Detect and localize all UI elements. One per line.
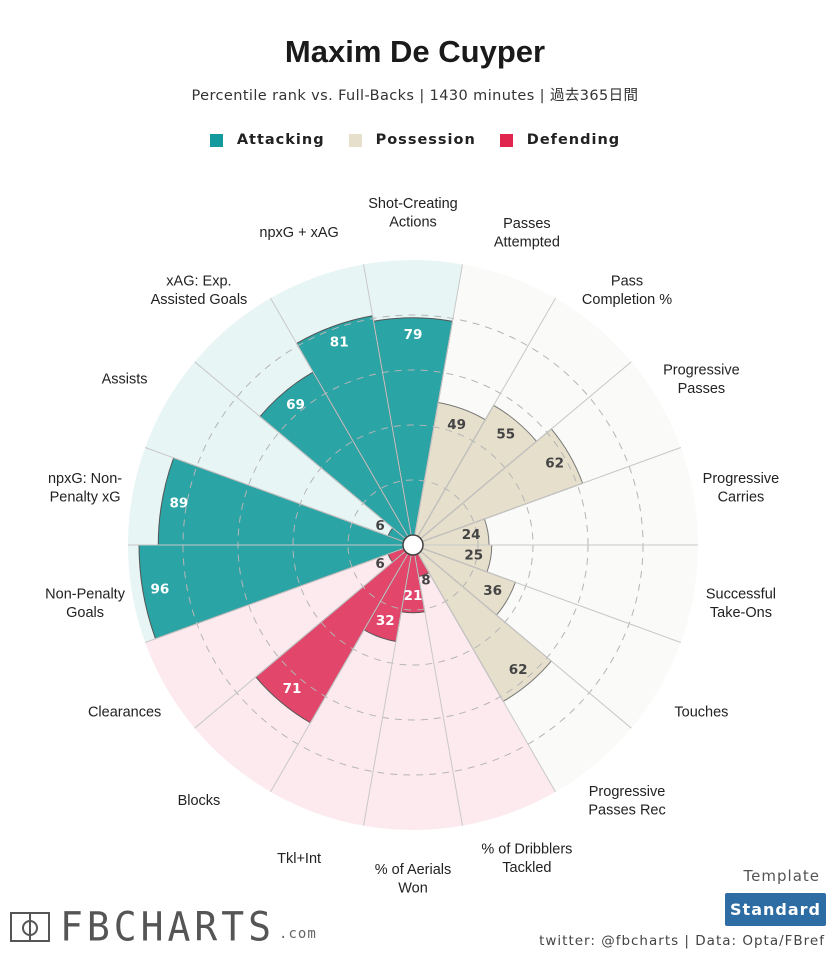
sector-bg-assists <box>145 361 406 542</box>
value-label-assists: 6 <box>375 518 384 534</box>
legend-label-defending: Defending <box>526 132 621 148</box>
category-labels: Shot-Creating Actions Passes Attempted Pass C… <box>45 196 779 897</box>
value-label-clearances: 6 <box>375 556 384 572</box>
value-label-progressive-carries: 24 <box>462 527 481 543</box>
value-label-progressive-passes-rec: 62 <box>509 662 528 678</box>
value-label-npxg-xag: 81 <box>330 334 349 350</box>
logo-suffix: .com <box>279 926 317 942</box>
category-label-progressive-passes-rec: Progressive Passes Rec <box>588 784 665 819</box>
category-label-clearances: Clearances <box>88 705 161 721</box>
value-label-blocks: 71 <box>283 681 302 697</box>
logo-text: FBCHARTS <box>60 903 276 951</box>
value-label-shot-creating-actions: 79 <box>404 327 423 343</box>
value-label-pass-completion: 55 <box>496 426 515 442</box>
category-label-npxg-non-penalty-xg: npxG: Non-Penalty xG <box>48 471 122 506</box>
divider <box>414 554 463 826</box>
category-label-of-aerials-won: % of Aerials Won <box>375 862 452 897</box>
template-label: Template <box>743 867 820 885</box>
fbcharts-logo: FBCHARTS .com <box>10 903 317 951</box>
legend-label-attacking: Attacking <box>236 132 325 148</box>
category-label-non-penalty-goals: Non-Penalty Goals <box>45 587 126 622</box>
category-label-blocks: Blocks <box>178 793 221 809</box>
legend-item-defending: Defending <box>499 132 621 148</box>
divider <box>363 554 412 826</box>
divider <box>270 297 409 537</box>
value-label-of-dribblers-tackled: 8 <box>421 573 430 589</box>
category-label-tkl-int: Tkl+Int <box>277 851 321 867</box>
divider <box>145 547 404 643</box>
value-label-successful-take-ons: 25 <box>464 548 483 564</box>
category-label-progressive-carries: Progressive Carries <box>703 471 780 506</box>
sector-bg-of-dribblers-tackled <box>414 553 556 826</box>
divider <box>194 361 406 539</box>
legend-swatch-attacking <box>209 133 223 147</box>
divider <box>417 553 556 793</box>
divider <box>145 447 404 543</box>
legend-item-possession: Possession <box>348 132 476 148</box>
divider <box>194 551 406 729</box>
value-label-passes-attempted: 49 <box>447 417 466 433</box>
category-label-pass-completion: Pass Completion % <box>582 274 672 309</box>
legend-label-possession: Possession <box>375 132 476 148</box>
divider <box>420 551 632 729</box>
category-label-xag-exp-assisted-goals: xAG: Exp. Assisted Goals <box>151 274 248 309</box>
value-label-progressive-passes: 62 <box>545 455 564 471</box>
sector-bg-successful-take-ons <box>422 545 698 643</box>
divider <box>417 297 556 537</box>
template-standard-button[interactable]: Standard <box>725 893 826 926</box>
divider <box>414 264 463 536</box>
value-label-of-aerials-won: 21 <box>404 588 423 604</box>
chart-title: Maxim De Cuyper <box>284 34 546 69</box>
divider <box>270 553 409 793</box>
legend-swatch-possession <box>348 133 362 147</box>
credits: twitter: @fbcharts | Data: Opta/FBref <box>539 933 825 949</box>
legend-swatch-defending <box>499 133 513 147</box>
center-hub <box>402 534 424 556</box>
value-label-non-penalty-goals: 96 <box>151 582 170 598</box>
category-label-passes-attempted: Passes Attempted <box>494 216 560 251</box>
category-label-npxg-xag: npxG + xAG <box>259 225 338 241</box>
legend: Attacking Possession Defending <box>0 132 830 148</box>
sector-dividers <box>128 264 698 826</box>
divider <box>363 264 412 536</box>
value-label-touches: 36 <box>483 583 502 599</box>
category-label-progressive-passes: Progressive Passes <box>663 362 740 397</box>
value-label-tkl-int: 32 <box>376 613 395 629</box>
pitch-icon <box>10 912 50 942</box>
value-labels: 79 49 55 62 24 25 36 62 821 32 71 6 96 89 6 69 81 <box>151 327 564 697</box>
divider <box>422 547 681 643</box>
category-label-assists: Assists <box>102 372 148 388</box>
category-label-shot-creating-actions: Shot-Creating Actions <box>368 196 457 231</box>
chart-subtitle: Percentile rank vs. Full-Backs | 1430 mi… <box>191 88 639 104</box>
category-label-successful-take-ons: Successful Take-Ons <box>706 587 776 622</box>
sector-bg-of-aerials-won <box>363 554 463 830</box>
divider <box>420 361 632 539</box>
sector-bg-progressive-carries <box>422 447 698 545</box>
sector-bg-clearances <box>145 548 406 729</box>
legend-item-attacking: Attacking <box>209 132 325 148</box>
divider <box>422 447 681 543</box>
category-label-of-dribblers-tackled: % of Dribblers Tackled <box>481 842 572 877</box>
value-label-xag-exp-assisted-goals: 69 <box>286 397 305 413</box>
value-label-npxg-non-penalty-xg: 89 <box>169 496 188 512</box>
category-label-touches: Touches <box>674 705 728 721</box>
